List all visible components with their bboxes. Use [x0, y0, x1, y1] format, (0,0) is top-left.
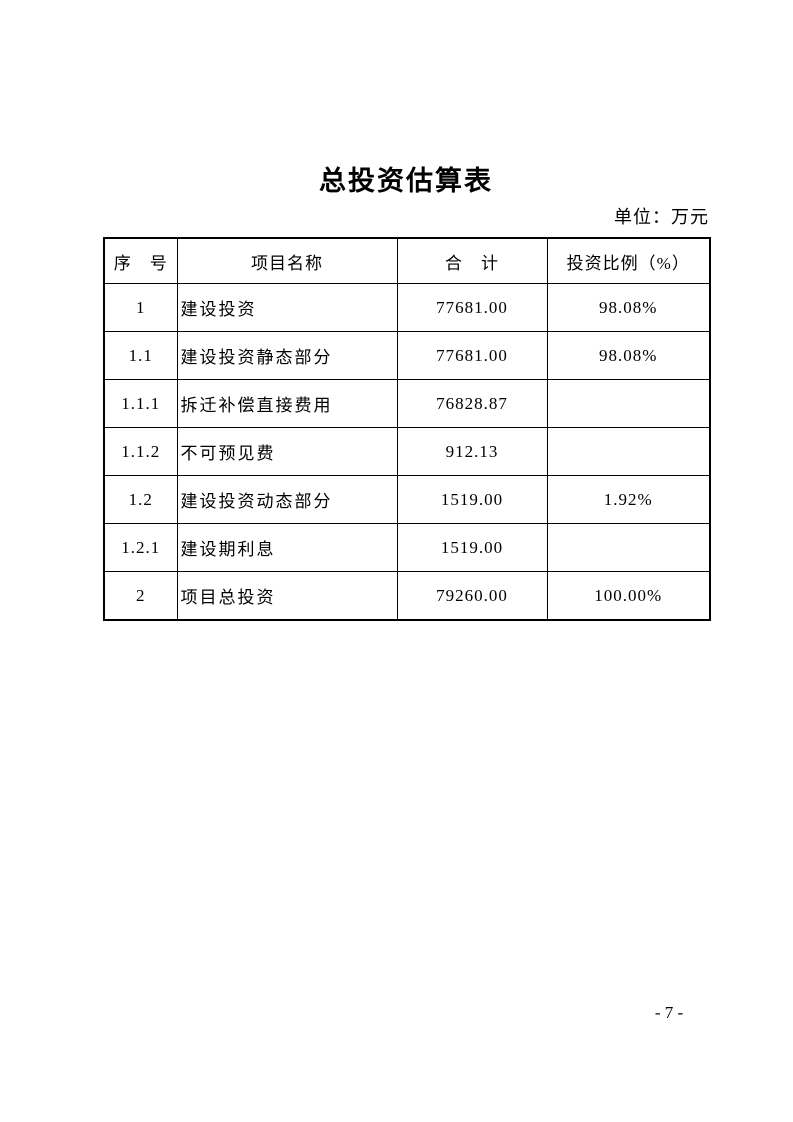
table-row: 1 建设投资 77681.00 98.08% [103, 283, 711, 332]
cell-ratio: 98.08% [546, 283, 711, 332]
cell-total: 1519.00 [396, 523, 548, 572]
cell-total: 77681.00 [396, 283, 548, 332]
cell-name: 不可预见费 [176, 427, 398, 476]
cell-ratio: 100.00% [546, 571, 711, 621]
header-total: 合 计 [396, 237, 548, 284]
cell-total: 912.13 [396, 427, 548, 476]
cell-total: 1519.00 [396, 475, 548, 524]
cell-serial: 1.2.1 [103, 523, 178, 572]
header-name: 项目名称 [176, 237, 398, 284]
cell-name: 项目总投资 [176, 571, 398, 621]
cell-ratio [546, 523, 711, 572]
cell-name: 建设投资 [176, 283, 398, 332]
cell-serial: 2 [103, 571, 178, 621]
cell-total: 77681.00 [396, 331, 548, 380]
cell-ratio: 98.08% [546, 331, 711, 380]
page-title: 总投资估算表 [319, 166, 493, 196]
cell-serial: 1.2 [103, 475, 178, 524]
table-row: 1.2.1 建设期利息 1519.00 [103, 523, 711, 572]
cell-name: 建设期利息 [176, 523, 398, 572]
table-row: 1.2 建设投资动态部分 1519.00 1.92% [103, 475, 711, 524]
page-number: - 7 - [654, 1003, 684, 1022]
cell-total: 76828.87 [396, 379, 548, 428]
header-serial: 序 号 [103, 237, 178, 284]
cell-ratio: 1.92% [546, 475, 711, 524]
table-row: 1.1.2 不可预见费 912.13 [103, 427, 711, 476]
cell-ratio [546, 427, 711, 476]
cell-serial: 1.1.1 [103, 379, 178, 428]
cell-name: 建设投资动态部分 [176, 475, 398, 524]
cell-ratio [546, 379, 711, 428]
cell-total: 79260.00 [396, 571, 548, 621]
cell-name: 拆迁补偿直接费用 [176, 379, 398, 428]
table-row: 2 项目总投资 79260.00 100.00% [103, 571, 711, 621]
table-header-row: 序 号 项目名称 合 计 投资比例（%） [103, 237, 711, 284]
table-row: 1.1.1 拆迁补偿直接费用 76828.87 [103, 379, 711, 428]
table-row: 1.1 建设投资静态部分 77681.00 98.08% [103, 331, 711, 380]
cell-serial: 1.1.2 [103, 427, 178, 476]
unit-note: 单位：万元 [614, 207, 709, 227]
cell-name: 建设投资静态部分 [176, 331, 398, 380]
investment-estimate-table: 序 号 项目名称 合 计 投资比例（%） 1 建设投资 77681.00 98.… [103, 237, 711, 621]
cell-serial: 1.1 [103, 331, 178, 380]
cell-serial: 1 [103, 283, 178, 332]
header-ratio: 投资比例（%） [546, 237, 711, 284]
